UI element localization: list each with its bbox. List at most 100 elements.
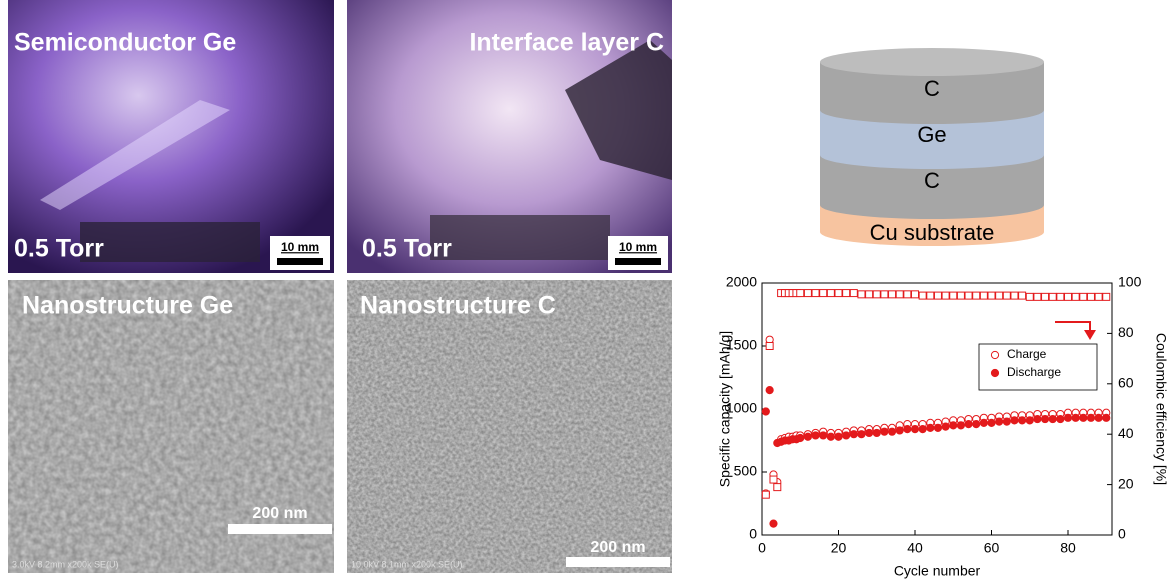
layer-top xyxy=(820,48,1044,76)
scale-label: 10 mm xyxy=(281,240,319,254)
marker xyxy=(881,291,888,298)
marker xyxy=(858,431,865,438)
y2-tick-label: 80 xyxy=(1118,324,1134,340)
x-tick-label: 80 xyxy=(1060,540,1076,556)
marker xyxy=(774,484,781,491)
marker xyxy=(942,423,949,430)
legend-label: Charge xyxy=(1007,347,1047,361)
layer-label: C xyxy=(924,76,940,101)
marker xyxy=(812,432,819,439)
marker xyxy=(804,433,811,440)
marker xyxy=(797,434,804,441)
photo-label: Semiconductor Ge xyxy=(14,29,236,57)
marker xyxy=(827,433,834,440)
marker xyxy=(1087,293,1094,300)
marker xyxy=(1103,414,1110,421)
layer-label: C xyxy=(924,168,940,193)
marker xyxy=(843,432,850,439)
marker xyxy=(762,491,769,498)
marker xyxy=(1072,293,1079,300)
marker xyxy=(1026,293,1033,300)
marker xyxy=(1011,417,1018,424)
marker xyxy=(873,429,880,436)
marker xyxy=(950,422,957,429)
marker xyxy=(1026,417,1033,424)
marker xyxy=(812,290,819,297)
marker xyxy=(770,476,777,483)
marker xyxy=(881,428,888,435)
marker xyxy=(965,292,972,299)
scale-bar xyxy=(566,557,670,567)
marker xyxy=(1049,415,1056,422)
pressure-label: 0.5 Torr xyxy=(14,235,104,263)
stage xyxy=(80,222,260,262)
marker xyxy=(896,427,903,434)
x-tick-label: 20 xyxy=(831,540,847,556)
marker xyxy=(911,426,918,433)
x-axis-label: Cycle number xyxy=(894,563,981,579)
marker xyxy=(797,290,804,297)
y-tick-label: 1500 xyxy=(726,337,757,353)
x-tick-label: 40 xyxy=(907,540,923,556)
scale-label: 200 nm xyxy=(252,505,307,522)
marker xyxy=(904,426,911,433)
marker xyxy=(896,291,903,298)
marker xyxy=(1003,418,1010,425)
y2-axis-label: Coulombic efficiency [%] xyxy=(1153,333,1169,485)
marker xyxy=(988,292,995,299)
marker xyxy=(912,291,919,298)
marker xyxy=(996,292,1003,299)
marker xyxy=(858,291,865,298)
sem-texture xyxy=(347,280,672,573)
marker xyxy=(835,290,842,297)
marker xyxy=(927,424,934,431)
marker xyxy=(888,428,895,435)
marker xyxy=(1095,414,1102,421)
y2-tick-label: 100 xyxy=(1118,274,1142,290)
pressure-label: 0.5 Torr xyxy=(362,235,452,263)
figure: Semiconductor Ge 0.5 Torr 10 mm Interfac… xyxy=(0,0,1171,581)
marker xyxy=(996,418,1003,425)
marker xyxy=(934,424,941,431)
legend-label: Discharge xyxy=(1007,365,1061,379)
y-tick-label: 500 xyxy=(734,463,758,479)
marker xyxy=(843,290,850,297)
marker xyxy=(1057,293,1064,300)
marker xyxy=(1041,415,1048,422)
marker xyxy=(1080,414,1087,421)
scale-label: 200 nm xyxy=(590,539,645,556)
y2-tick-label: 60 xyxy=(1118,375,1134,391)
marker xyxy=(827,290,834,297)
legend-marker xyxy=(991,369,998,376)
marker xyxy=(1034,293,1041,300)
x-tick-label: 60 xyxy=(984,540,1000,556)
marker xyxy=(1049,293,1056,300)
marker xyxy=(919,292,926,299)
marker xyxy=(1103,293,1110,300)
marker xyxy=(988,419,995,426)
marker xyxy=(1003,292,1010,299)
marker xyxy=(820,432,827,439)
y-tick-label: 1000 xyxy=(726,400,757,416)
y2-tick-label: 20 xyxy=(1118,475,1134,491)
scale-bar xyxy=(277,258,323,265)
scale-bar xyxy=(228,524,332,534)
marker xyxy=(1064,414,1071,421)
marker xyxy=(850,431,857,438)
marker xyxy=(980,419,987,426)
marker xyxy=(889,291,896,298)
marker xyxy=(1057,415,1064,422)
marker xyxy=(1034,415,1041,422)
photo-label: Interface layer C xyxy=(469,29,664,57)
marker xyxy=(973,421,980,428)
marker xyxy=(1011,292,1018,299)
marker xyxy=(927,292,934,299)
y2-tick-label: 0 xyxy=(1118,526,1126,542)
sem-label: Nanostructure C xyxy=(360,292,556,320)
marker xyxy=(770,520,777,527)
marker xyxy=(1065,293,1072,300)
marker xyxy=(835,433,842,440)
scale-bar xyxy=(615,258,661,265)
marker xyxy=(965,421,972,428)
marker xyxy=(804,290,811,297)
